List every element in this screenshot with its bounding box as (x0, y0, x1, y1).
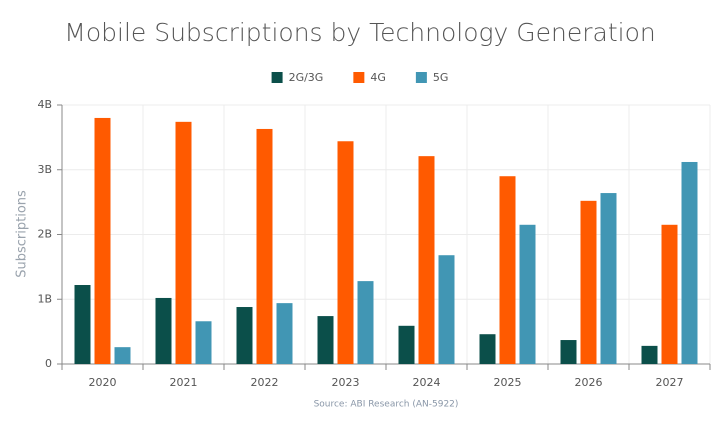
y-tick-label: 1B (37, 292, 52, 305)
legend-swatch (271, 72, 283, 83)
bar (357, 281, 374, 364)
bar (317, 316, 334, 364)
bar (175, 121, 192, 365)
legend-label: 4G (370, 71, 386, 84)
chart-title: Mobile Subscriptions by Technology Gener… (64, 18, 655, 47)
x-tick-label: 2025 (494, 376, 522, 389)
bar (438, 255, 455, 364)
bar (519, 224, 536, 364)
x-tick-label: 2023 (332, 376, 360, 389)
bar (155, 297, 172, 364)
source: Source: ABI Research (AN-5922) (314, 400, 459, 410)
bar (479, 334, 496, 364)
legend-label: 2G/3G (289, 71, 324, 84)
y-axis-label: Subscriptions (15, 190, 30, 278)
x-tick-label: 2022 (251, 376, 279, 389)
bar (560, 340, 577, 364)
bar (114, 347, 131, 364)
bar (195, 321, 212, 364)
bar (418, 156, 435, 364)
bar (276, 303, 293, 364)
bar (337, 141, 354, 364)
x-tick-label: 2021 (170, 376, 198, 389)
x-tick-label: 2020 (89, 376, 117, 389)
x-tick-label: 2027 (656, 376, 684, 389)
bar (499, 176, 516, 364)
bar (398, 325, 415, 364)
legend-label: 5G (433, 71, 449, 84)
bar (94, 117, 111, 364)
legend-swatch (353, 72, 365, 83)
y-tick-label: 3B (37, 163, 52, 176)
legend-swatch (415, 72, 427, 83)
bar (580, 200, 597, 364)
bar (661, 224, 678, 364)
y-tick-label: 0 (45, 357, 52, 370)
y-tick-label: 4B (37, 98, 52, 111)
x-tick-label: 2024 (413, 376, 441, 389)
bar (641, 345, 658, 364)
bar (681, 161, 698, 364)
x-tick-label: 2026 (575, 376, 603, 389)
bar (600, 193, 617, 364)
bar (236, 307, 253, 364)
bar (256, 128, 273, 364)
bar (74, 285, 91, 364)
y-tick-label: 2B (37, 228, 52, 241)
